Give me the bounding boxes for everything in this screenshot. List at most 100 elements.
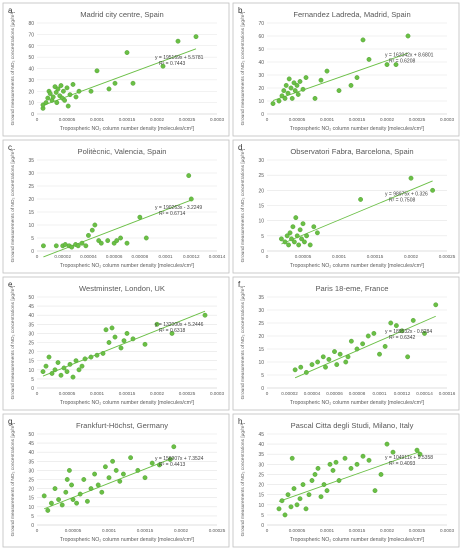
x-tick-label: 0.00006 xyxy=(106,254,123,259)
data-point xyxy=(73,358,79,364)
data-point xyxy=(294,233,300,239)
chart-panel-c: c Politècnic, Valencia, Spain 0 5 10 15 20 25 30… xyxy=(2,139,230,274)
data-point xyxy=(288,504,294,510)
data-point xyxy=(135,468,141,473)
y-tick-label: 10 xyxy=(28,223,34,229)
data-point xyxy=(371,331,377,336)
x-tick-label: 0.0003 xyxy=(440,117,454,122)
data-point xyxy=(50,94,56,100)
x-tick-label: 0.00025 xyxy=(439,254,456,259)
y-axis-label: Ground measurements of NO₂ concentration… xyxy=(10,423,16,537)
data-point xyxy=(348,465,354,471)
y-tick-label: 15 xyxy=(258,347,264,353)
data-point xyxy=(337,351,343,357)
data-point xyxy=(309,478,315,483)
data-point xyxy=(112,334,118,340)
data-point xyxy=(297,227,303,233)
x-axis-label: Tropospheric NO₂ column number density [… xyxy=(290,126,425,132)
x-tick-label: 0.0002 xyxy=(174,528,188,533)
data-point xyxy=(43,100,49,106)
x-tick-label: 0.00004 xyxy=(304,391,321,396)
data-point xyxy=(186,173,192,178)
chart-title: Politècnic, Valencia, Spain xyxy=(78,147,167,156)
data-point xyxy=(289,455,295,461)
panel-letter: h xyxy=(238,417,242,426)
y-tick-label: 25 xyxy=(258,321,264,327)
chart-title: Westminster, London, UK xyxy=(79,284,165,293)
x-tick-label: 0.0001 xyxy=(372,391,386,396)
data-point xyxy=(282,96,288,101)
data-point xyxy=(74,500,80,506)
x-tick-label: 0.0001 xyxy=(90,117,104,122)
panel-letter: c xyxy=(8,143,12,152)
data-point xyxy=(69,244,75,250)
data-point xyxy=(393,62,399,67)
x-tick-label: 0.00005 xyxy=(65,528,82,533)
data-point xyxy=(311,224,317,230)
data-point xyxy=(88,88,94,94)
trend-equation: y = 190263x - 3.2249 xyxy=(155,205,202,211)
y-tick-label: 5 xyxy=(261,234,264,240)
data-point xyxy=(303,506,309,512)
data-point xyxy=(348,83,354,88)
y-tick-label: 0 xyxy=(261,112,264,118)
data-point xyxy=(297,496,303,502)
y-axis-label: Ground measurements of NO₂ concentration… xyxy=(240,286,246,400)
y-tick-label: 40 xyxy=(28,450,34,456)
x-tick-label: 0 xyxy=(266,391,269,396)
data-point xyxy=(160,63,166,69)
data-point xyxy=(410,318,416,323)
data-point xyxy=(106,340,112,345)
data-point xyxy=(137,214,143,220)
y-tick-label: 70 xyxy=(258,21,264,27)
data-point xyxy=(105,238,111,244)
data-point xyxy=(70,82,76,87)
data-point xyxy=(281,88,287,94)
y-tick-label: 60 xyxy=(28,44,34,50)
data-point xyxy=(307,242,313,248)
y-tick-label: 30 xyxy=(258,308,264,314)
y-tick-label: 30 xyxy=(28,468,34,474)
data-point xyxy=(345,354,351,360)
data-point xyxy=(124,50,130,55)
x-axis-label: Tropospheric NO₂ column number density [… xyxy=(60,537,195,543)
y-tick-label: 80 xyxy=(28,21,34,27)
data-point xyxy=(41,493,47,499)
x-tick-label: 0.0001 xyxy=(90,391,104,396)
x-tick-label: 0.00005 xyxy=(289,117,306,122)
chart-panel-d: d Observatori Fabra, Barcelona, Spain 0 5 10… xyxy=(232,139,460,274)
y-tick-label: 25 xyxy=(258,173,264,179)
data-point xyxy=(52,367,58,373)
data-point xyxy=(89,227,95,233)
data-point xyxy=(430,187,436,193)
panel-letter: e xyxy=(8,280,13,289)
data-point xyxy=(315,465,321,471)
data-point xyxy=(143,235,149,241)
data-point xyxy=(324,488,330,494)
y-tick-label: 50 xyxy=(28,55,34,61)
x-tick-label: 0.0001 xyxy=(159,254,173,259)
y-tick-label: 40 xyxy=(28,313,34,319)
data-point xyxy=(336,478,342,483)
panel-letter: g xyxy=(8,417,12,426)
data-point xyxy=(323,364,328,370)
x-tick-label: 0.00008 xyxy=(132,254,149,259)
x-tick-label: 0 xyxy=(266,254,269,259)
y-tick-label: 0 xyxy=(261,386,264,392)
data-point xyxy=(302,239,307,245)
y-axis-label: Ground measurements of NO₂ concentration… xyxy=(10,12,16,126)
data-point xyxy=(103,464,108,470)
data-point xyxy=(67,92,73,98)
data-point xyxy=(306,492,312,498)
x-axis-label: Tropospheric NO₂ column number density [… xyxy=(290,263,425,269)
data-point xyxy=(312,472,318,477)
data-point xyxy=(354,346,360,352)
data-point xyxy=(377,351,382,357)
y-axis-label: Ground measurements of NO₂ concentration… xyxy=(10,149,16,263)
data-point xyxy=(354,461,360,467)
data-point xyxy=(202,312,208,318)
data-point xyxy=(43,363,49,369)
x-tick-label: 0.00005 xyxy=(289,528,306,533)
y-tick-label: 10 xyxy=(258,360,264,366)
data-point xyxy=(282,512,288,518)
